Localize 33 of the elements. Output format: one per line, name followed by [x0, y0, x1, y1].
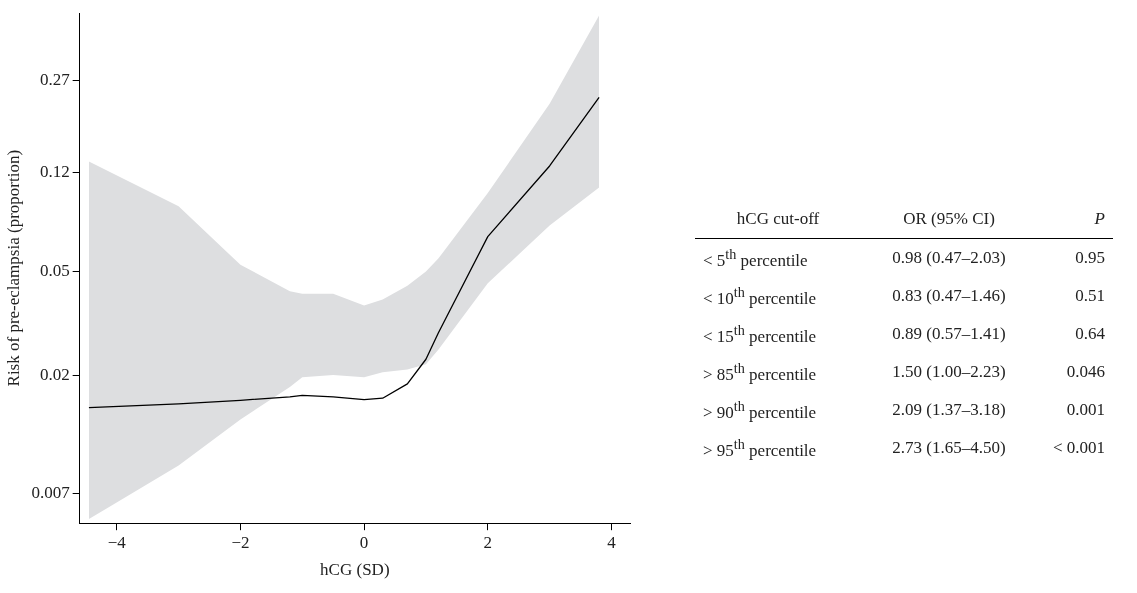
text: 1.50 (1.00–2.23)	[891, 361, 1007, 383]
text: P	[1093, 208, 1106, 230]
text: > 95$^{th}$ percentile	[702, 434, 818, 462]
text: 0.89 (0.57–1.41)	[891, 323, 1007, 345]
text: 0.83 (0.47–1.46)	[891, 285, 1007, 307]
y-tick-label: 0.02	[39, 364, 70, 384]
x-axis-title: hCG (SD)	[320, 560, 390, 580]
x-tick-label: −4	[107, 532, 127, 552]
text: 0.98 (0.47–2.03)	[891, 247, 1007, 269]
text: 0.64	[1074, 323, 1106, 345]
text: < 10$^{th}$ percentile	[702, 282, 818, 310]
text: 0.046	[1065, 361, 1106, 383]
text: > 90$^{th}$ percentile	[702, 396, 818, 424]
x-tick-label: 0	[359, 532, 369, 552]
text: 2.09 (1.37–3.18)	[891, 399, 1007, 421]
text: < 0.001	[1051, 437, 1106, 459]
text: 0.95	[1074, 247, 1106, 269]
y-tick-label: 0.27	[39, 70, 71, 90]
y-tick-label: 0.05	[39, 260, 70, 280]
y-axis-title: Risk of pre-eclampsia (proportion)	[3, 149, 23, 387]
x-tick-label: 4	[607, 532, 617, 552]
text: < 5$^{th}$ percentile	[702, 244, 809, 272]
text: 0.001	[1065, 399, 1106, 421]
text: < 15$^{th}$ percentile	[702, 320, 818, 348]
text: 0.51	[1074, 285, 1106, 307]
x-tick-label: 2	[483, 532, 493, 552]
text: OR (95% CI)	[902, 208, 996, 230]
y-tick-label: 0.12	[39, 161, 70, 181]
x-tick-label: −2	[231, 532, 250, 552]
text: hCG cut-off	[735, 208, 821, 230]
text: > 85$^{th}$ percentile	[702, 358, 818, 386]
y-tick-label: 0.007	[31, 483, 71, 503]
text: 2.73 (1.65–4.50)	[891, 437, 1007, 459]
